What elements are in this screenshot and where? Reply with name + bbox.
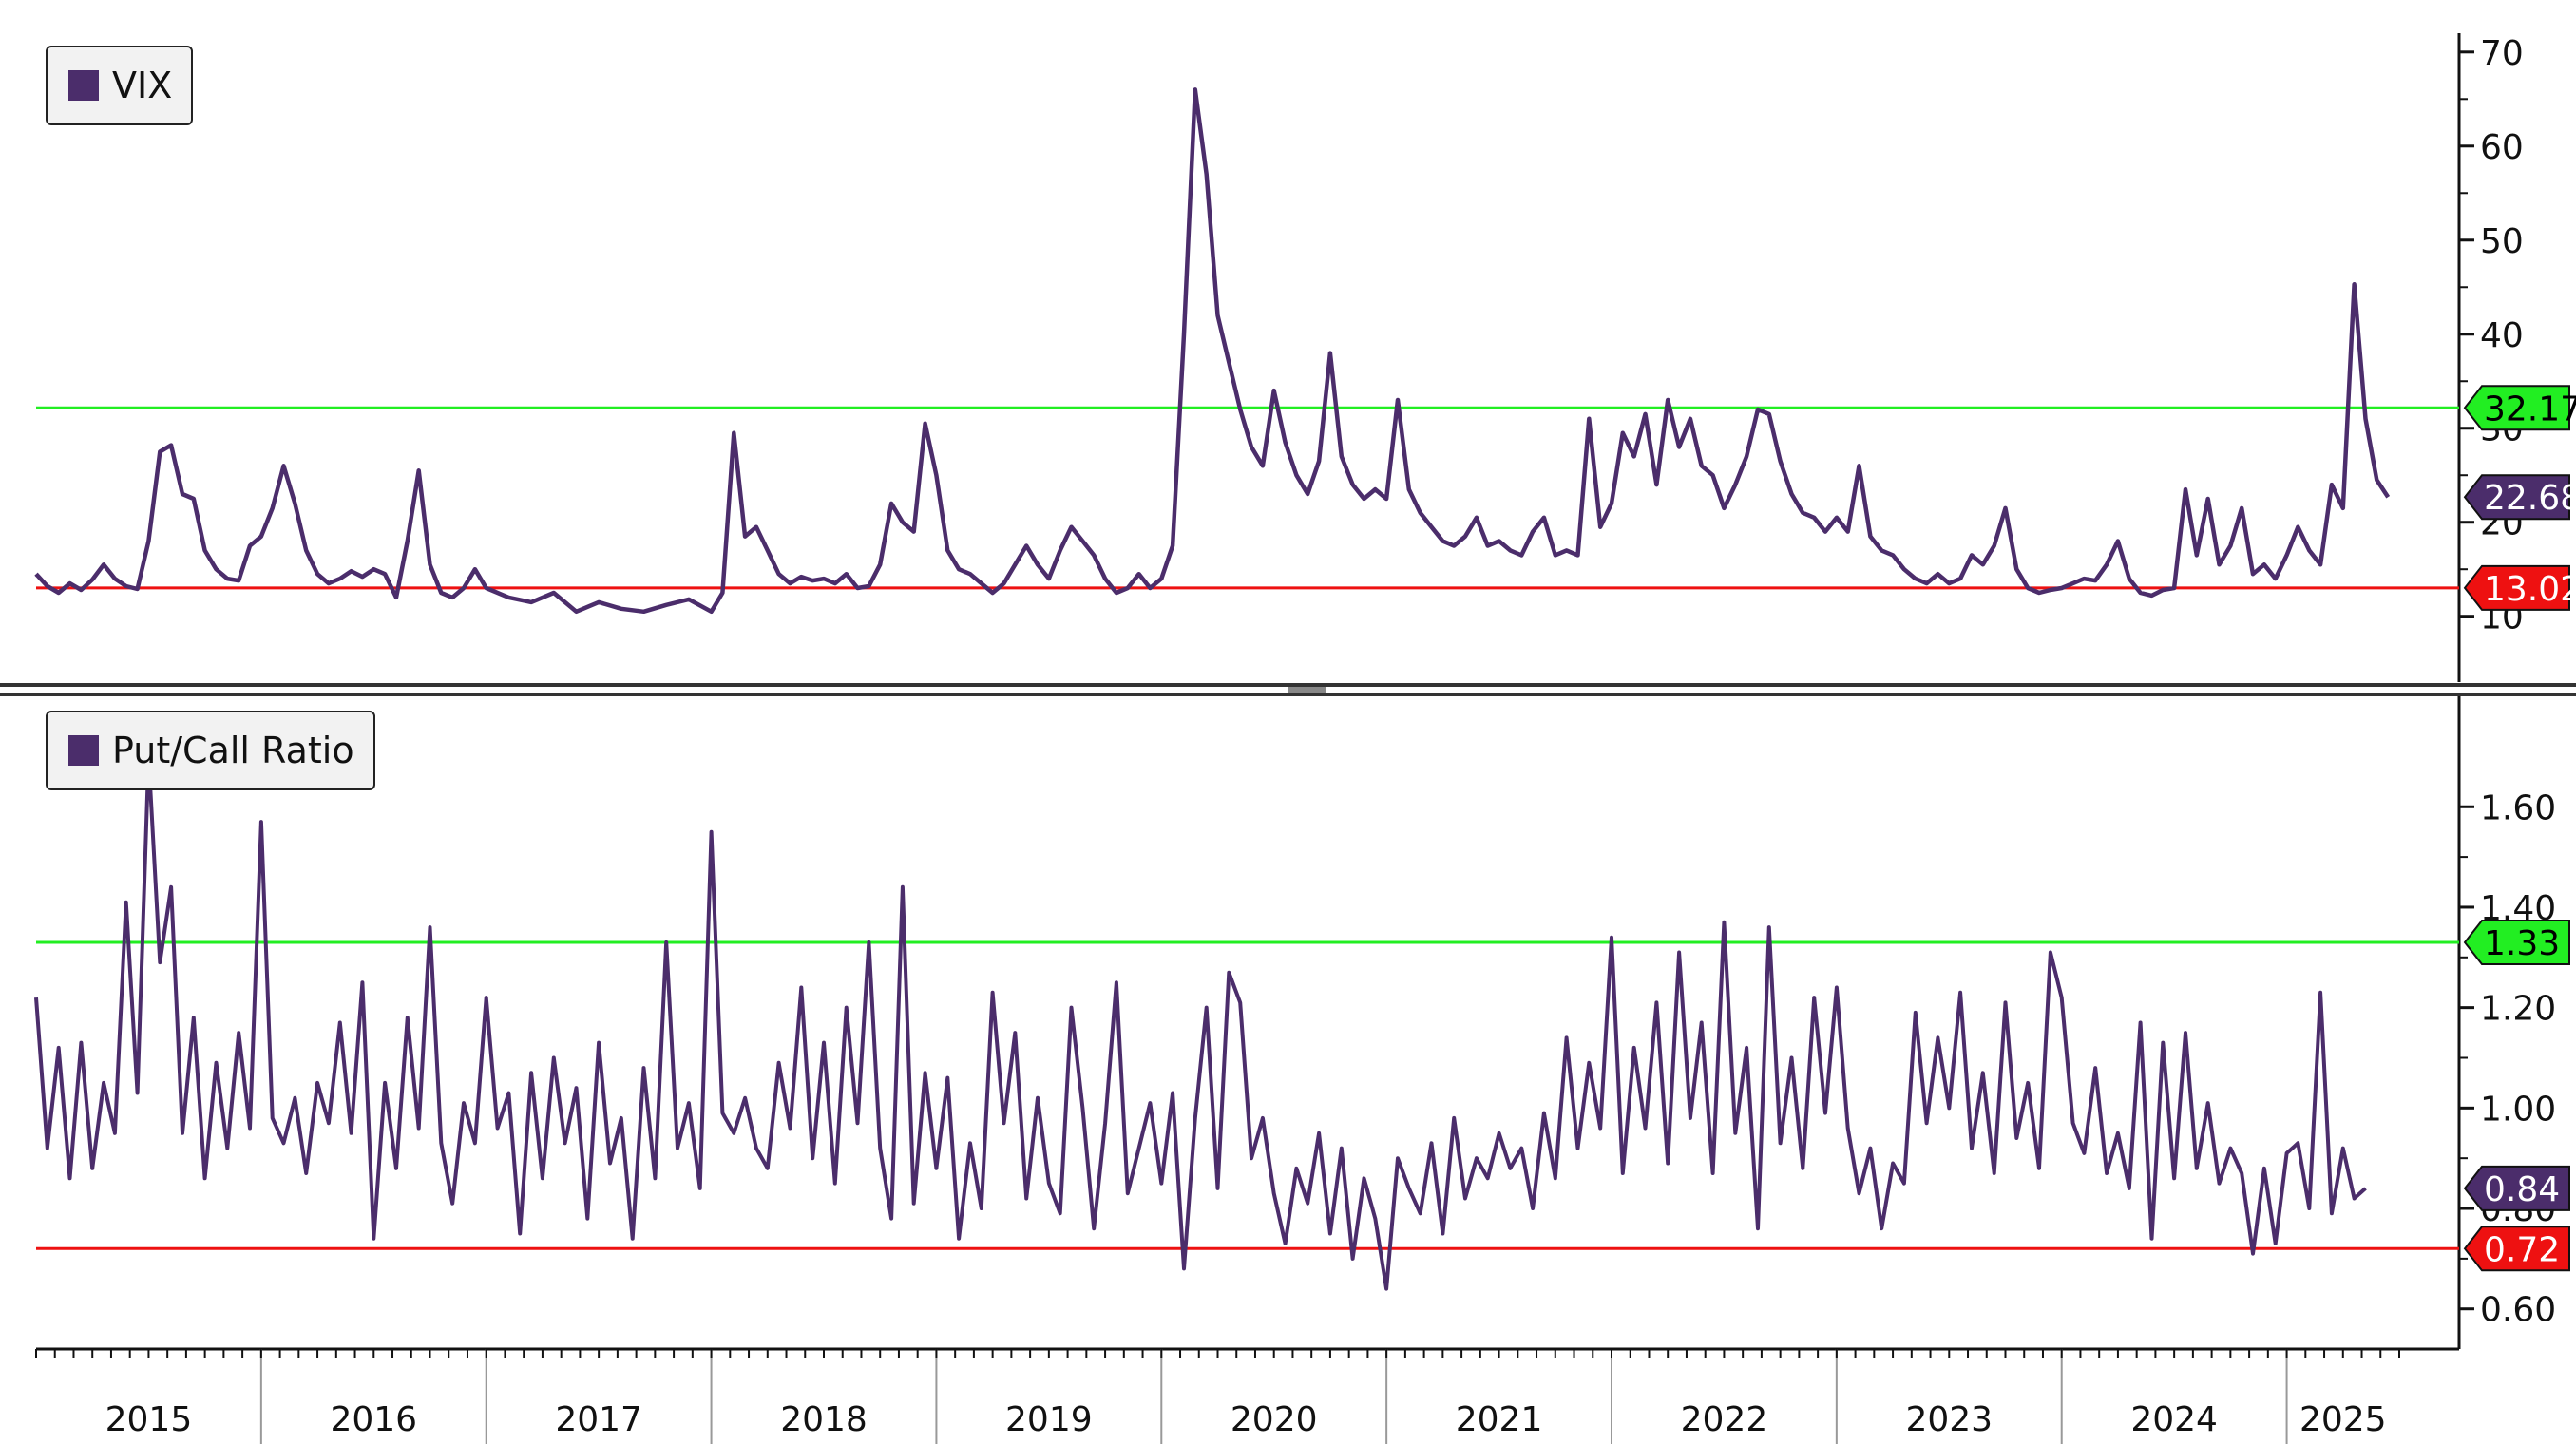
vix-y-tick-label: 70 — [2480, 34, 2524, 73]
x-ticks: 2015 2016 2017 2018 2019 2020 2021 2022 2023 2024… — [35, 1349, 2400, 1444]
put-call-legend-swatch — [68, 735, 99, 766]
x-tick-label: 2016 — [330, 1400, 417, 1439]
x-tick-label: 2021 — [1456, 1400, 1543, 1439]
x-tick-label: 2022 — [1681, 1400, 1768, 1439]
put-call-y-tick-label: 0.60 — [2480, 1291, 2556, 1330]
put-call-y-tick-label: 1.20 — [2480, 990, 2556, 1029]
vix-y-tick-label: 50 — [2480, 222, 2524, 261]
put-call-value-tag: 0.72 — [2463, 1226, 2570, 1272]
vix-y-ticks: 10203040506070 — [2459, 34, 2524, 637]
vix-legend-label: VIX — [112, 65, 173, 106]
x-tick-label: 2020 — [1231, 1400, 1318, 1439]
x-tick-label: 2024 — [2130, 1400, 2218, 1439]
put-call-legend-label: Put/Call Ratio — [112, 730, 354, 771]
put-call-y-tick-label: 1.60 — [2480, 788, 2556, 827]
vix-legend-swatch — [68, 70, 99, 101]
vix-value-tag: 22.68 — [2463, 474, 2576, 521]
x-tick-label: 2025 — [2299, 1400, 2387, 1439]
x-tick-label: 2017 — [555, 1400, 642, 1439]
vix-y-tick-label: 40 — [2480, 316, 2524, 355]
put-call-value-tag-label: 0.72 — [2484, 1230, 2560, 1269]
put-call-value-tag: 0.84 — [2463, 1165, 2570, 1211]
vix-y-tick-label: 60 — [2480, 128, 2524, 167]
put-call-value-tag-label: 1.33 — [2484, 924, 2560, 963]
x-tick-label: 2019 — [1005, 1400, 1093, 1439]
put-call-y-tick-label: 1.00 — [2480, 1090, 2556, 1129]
x-axis: 2015 2016 2017 2018 2019 2020 2021 2022 2023 2024… — [35, 1347, 2459, 1444]
vix-value-tag-label: 22.68 — [2484, 479, 2576, 518]
put-call-panel: 0.600.801.001.201.401.60 1.330.720.84 — [34, 696, 2570, 1349]
vix-series-line — [34, 87, 2391, 615]
put-call-value-tag-label: 0.84 — [2484, 1170, 2560, 1209]
vix-value-tags: 32.17 13.02 22.68 — [2463, 385, 2576, 611]
put-call-value-tags: 1.33 0.72 0.84 — [2463, 919, 2570, 1272]
vix-value-tag-label: 32.17 — [2484, 390, 2576, 428]
vix-legend[interactable]: VIX — [46, 46, 194, 125]
put-call-series-line — [34, 754, 2367, 1291]
x-tick-label: 2023 — [1905, 1400, 1993, 1439]
put-call-legend[interactable]: Put/Call Ratio — [46, 711, 375, 790]
vix-value-tag: 32.17 — [2463, 385, 2576, 431]
x-tick-label: 2018 — [780, 1400, 868, 1439]
vix-value-tag-label: 13.02 — [2484, 570, 2576, 609]
put-call-reference-lines — [36, 940, 2459, 1250]
x-tick-label: 2015 — [105, 1400, 193, 1439]
vix-value-tag: 13.02 — [2463, 564, 2576, 611]
put-call-value-tag: 1.33 — [2463, 919, 2570, 965]
panel-divider[interactable] — [0, 683, 2576, 696]
